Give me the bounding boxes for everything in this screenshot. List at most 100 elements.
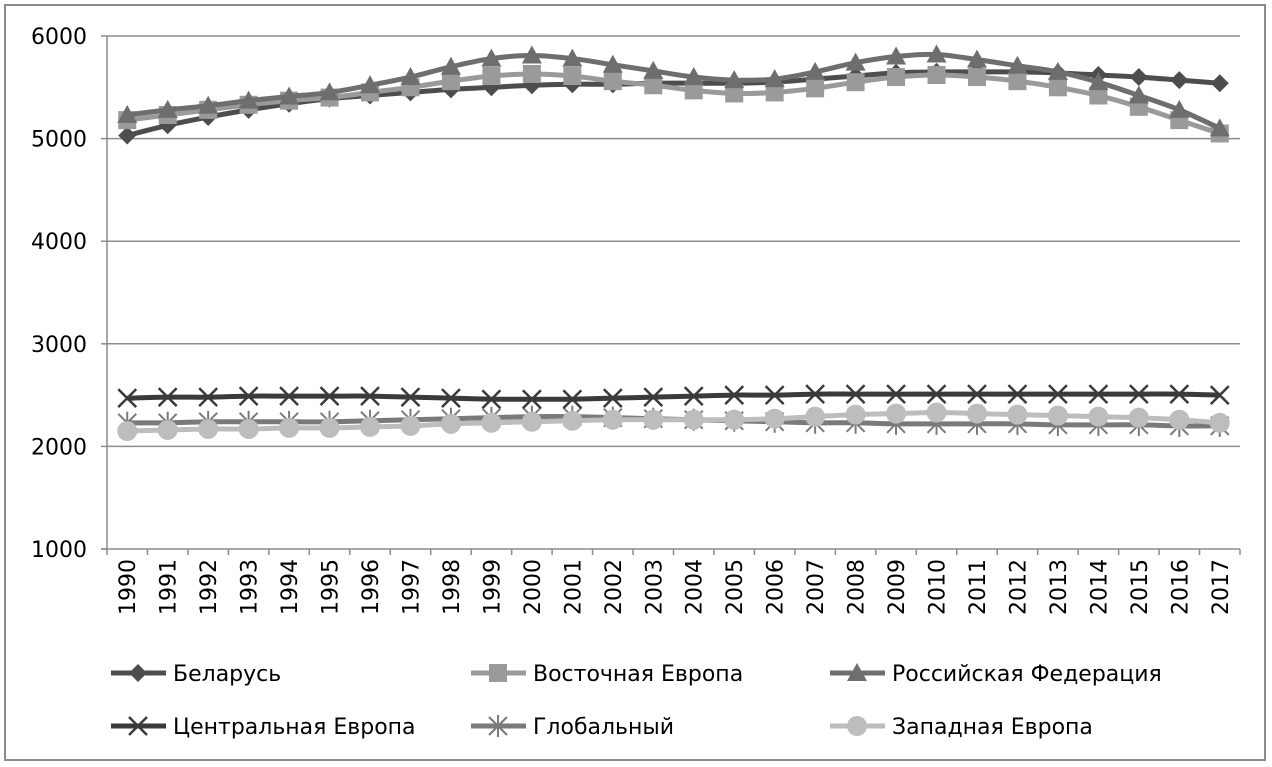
legend-item: Центральная Европа	[111, 715, 416, 740]
data-point	[724, 385, 745, 405]
data-point	[440, 56, 461, 75]
data-point	[157, 99, 178, 118]
data-point	[805, 384, 826, 404]
data-point	[400, 415, 421, 436]
data-point	[441, 72, 460, 91]
data-point	[967, 384, 987, 404]
x-tick-label: 1992	[197, 559, 222, 615]
data-point	[1089, 86, 1108, 105]
data-point	[602, 409, 623, 430]
legend-item: Российская Федерация	[830, 662, 1162, 687]
legend-label: Российская Федерация	[892, 662, 1162, 687]
data-point	[887, 68, 906, 87]
data-point	[725, 84, 744, 103]
data-point	[643, 387, 664, 408]
data-point	[886, 46, 907, 65]
series-line	[127, 391, 1220, 402]
data-point	[966, 49, 987, 68]
x-tick-label: 2005	[723, 559, 748, 615]
data-point	[643, 60, 664, 79]
x-tick-label: 2017	[1209, 559, 1234, 615]
data-point	[522, 64, 541, 83]
data-point	[279, 86, 300, 105]
legend-marker	[847, 663, 867, 681]
data-point	[563, 67, 582, 86]
data-point	[1047, 405, 1068, 426]
y-tick-label: 2000	[31, 435, 87, 460]
legend-marker	[847, 716, 867, 736]
data-point	[805, 61, 826, 80]
data-point	[764, 385, 785, 405]
data-point	[360, 75, 381, 94]
data-point	[319, 417, 340, 438]
x-tick-label: 1994	[278, 559, 303, 615]
data-point	[926, 44, 947, 63]
data-point	[117, 388, 138, 409]
data-point	[481, 412, 502, 433]
data-point	[118, 126, 137, 145]
data-point	[1209, 118, 1230, 137]
x-tick-label: 2001	[561, 559, 586, 615]
series-line	[127, 410, 1220, 434]
data-point	[1209, 412, 1230, 433]
x-tick-label: 2013	[1047, 559, 1072, 615]
data-point	[684, 81, 703, 100]
data-point	[1088, 72, 1109, 91]
data-point	[441, 388, 461, 409]
data-point	[1129, 68, 1148, 87]
series-5	[117, 402, 1230, 442]
legend-item: Западная Европа	[830, 715, 1093, 740]
data-point	[602, 388, 623, 409]
data-point	[764, 408, 785, 429]
data-point	[521, 389, 542, 410]
data-point	[198, 387, 219, 408]
data-point	[562, 389, 583, 410]
data-point	[1169, 409, 1190, 430]
legend-item: Восточная Европа	[471, 662, 743, 687]
data-point	[603, 72, 622, 91]
x-tick-label: 2010	[926, 559, 951, 615]
data-point	[400, 387, 421, 408]
series-line	[126, 51, 1221, 131]
x-tick-label: 2016	[1168, 559, 1193, 615]
x-tick-label: 2006	[764, 559, 789, 615]
data-point	[1170, 71, 1189, 90]
data-point	[724, 70, 745, 89]
data-point	[1048, 78, 1067, 97]
data-point	[400, 67, 421, 86]
data-point	[1128, 85, 1149, 104]
data-point	[198, 418, 219, 439]
legend-label: Глобальный	[533, 715, 674, 740]
data-point	[1048, 384, 1068, 404]
data-point	[562, 48, 583, 67]
data-point	[806, 79, 825, 98]
series-line	[126, 71, 1221, 136]
legend-marker	[129, 664, 147, 682]
data-point	[602, 54, 623, 73]
x-tick-labels: 1990 1991 1992 1993 1994 1995 1996 1997 1998 1999…	[116, 559, 1234, 615]
data-point	[198, 95, 219, 114]
series	[117, 44, 1230, 442]
data-point	[521, 411, 542, 432]
y-tick-label: 4000	[31, 230, 87, 255]
data-point	[319, 386, 340, 407]
legend-marker	[488, 715, 508, 737]
data-point	[886, 384, 906, 404]
data-point	[683, 67, 704, 86]
gridlines	[107, 35, 1240, 448]
x-tick-label: 2003	[642, 559, 667, 615]
data-point	[1047, 61, 1068, 80]
data-point	[683, 386, 704, 407]
x-tick-label: 2009	[885, 559, 910, 615]
data-point	[967, 68, 986, 87]
data-point	[1007, 55, 1028, 74]
data-point	[845, 52, 866, 71]
y-tick-labels: 1000 2000 3000 4000 5000 6000	[31, 25, 87, 563]
data-point	[926, 384, 947, 404]
data-point	[765, 83, 784, 102]
data-point	[886, 403, 907, 424]
data-point	[238, 90, 259, 109]
data-point	[1209, 385, 1230, 405]
data-point	[482, 67, 501, 86]
